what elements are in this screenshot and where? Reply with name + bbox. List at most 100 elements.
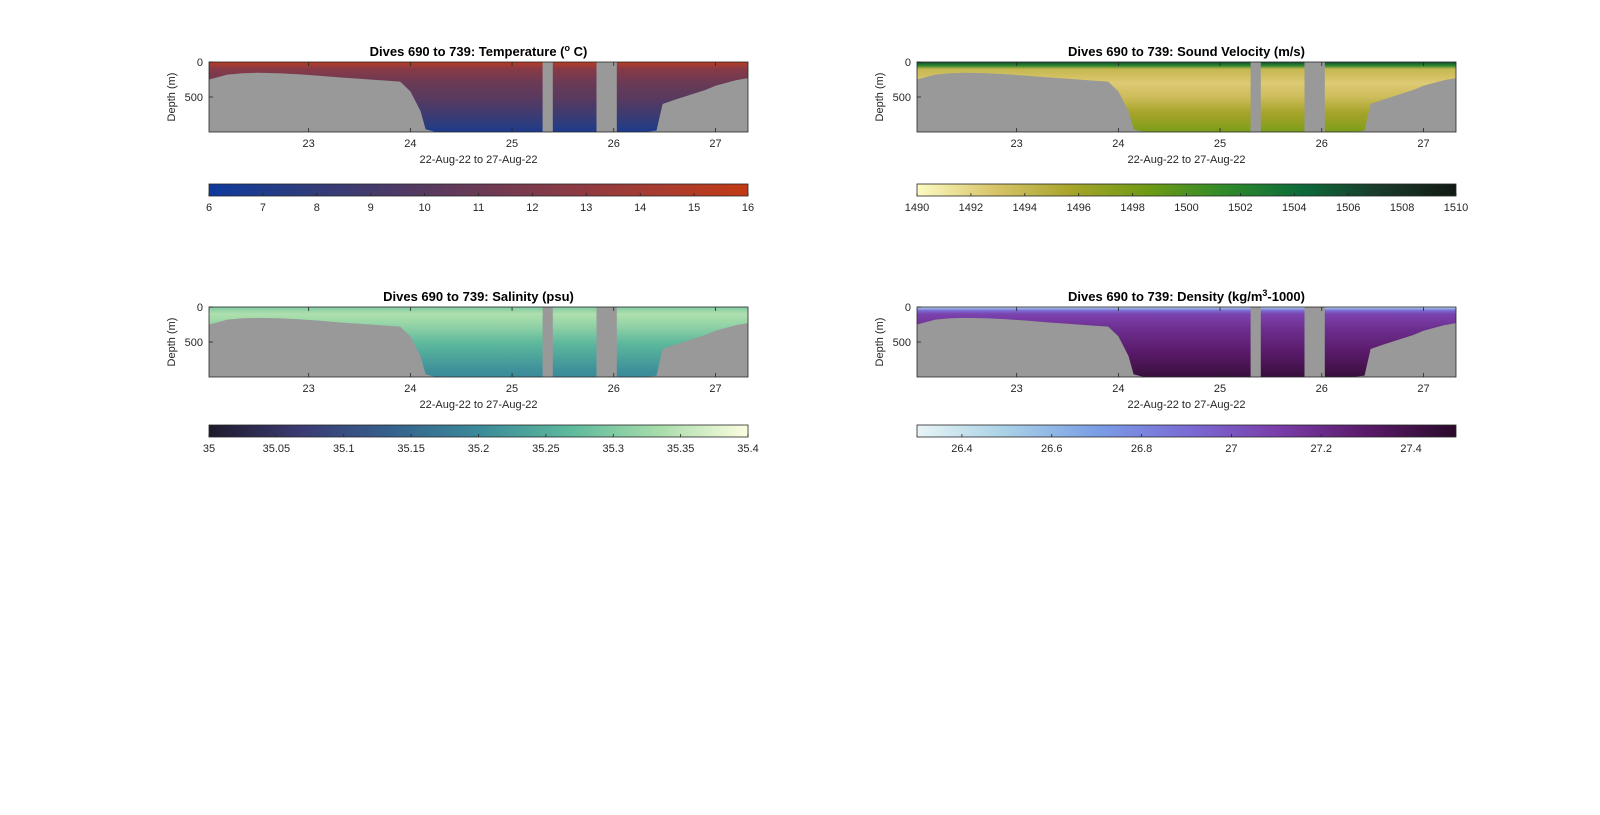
colorbar-tick-label: 1490 — [905, 202, 929, 214]
x-tick-label: 24 — [1112, 383, 1124, 395]
title-text: Dives 690 to 739: Sound Velocity (m/s) — [1068, 44, 1305, 59]
y-axis-label: Depth (m) — [874, 73, 886, 122]
data-gap-2 — [596, 307, 617, 377]
colorbar-tick-label: 35.25 — [532, 443, 560, 455]
y-tick-label: 500 — [185, 337, 203, 349]
colorbar — [916, 424, 1457, 438]
y-tick-label: 0 — [197, 302, 203, 314]
colorbar-tick-label: 35.15 — [397, 443, 425, 455]
y-tick-label: 0 — [197, 57, 203, 69]
title-text-suffix: C) — [570, 44, 587, 59]
panel-1: 23 24 25 26 27 0 500 Depth (m) 22-Aug-22 to 27-A… — [166, 43, 754, 214]
colorbar-tick-label: 26.6 — [1041, 443, 1062, 455]
y-tick-label: 0 — [905, 57, 911, 69]
colorbar-tick-label: 1494 — [1013, 202, 1037, 214]
panel-title: Dives 690 to 739: Density (kg/m3-1000) — [1068, 288, 1305, 304]
x-tick-label: 27 — [1417, 383, 1429, 395]
seafloor-mask — [209, 72, 748, 132]
y-tick-label: 0 — [905, 302, 911, 314]
colorbar-tick-label: 9 — [368, 202, 374, 214]
seafloor-mask — [917, 317, 1456, 377]
x-tick-label: 23 — [303, 383, 315, 395]
colorbar-tick-label: 1496 — [1066, 202, 1090, 214]
panel-title: Dives 690 to 739: Sound Velocity (m/s) — [1068, 44, 1305, 59]
x-tick-label: 25 — [506, 138, 518, 150]
title-text: Dives 690 to 739: Salinity (psu) — [383, 289, 574, 304]
x-tick-label: 26 — [608, 138, 620, 150]
y-axis-label: Depth (m) — [166, 318, 178, 367]
x-tick-label: 24 — [1112, 138, 1124, 150]
colorbar-tick-label: 16 — [742, 202, 754, 214]
colorbar-tick-label: 27.4 — [1400, 443, 1421, 455]
x-tick-label: 24 — [404, 138, 416, 150]
colorbar-tick-label: 1504 — [1282, 202, 1306, 214]
colorbar-tick-label: 15 — [688, 202, 700, 214]
x-tick-label: 25 — [1214, 138, 1226, 150]
panel-4: 23 24 25 26 27 0 500 Depth (m) 22-Aug-22 to 27-A… — [874, 288, 1457, 455]
data-gap-1 — [542, 307, 553, 377]
y-tick-label: 500 — [893, 337, 911, 349]
colorbar-tick-label: 12 — [526, 202, 538, 214]
x-tick-label: 25 — [1214, 383, 1226, 395]
colorbar-tick-label: 1506 — [1336, 202, 1360, 214]
y-axis-label: Depth (m) — [166, 73, 178, 122]
panel-3: 23 24 25 26 27 0 500 Depth (m) 22-Aug-22 to 27-A… — [166, 289, 759, 455]
data-gap-2 — [1304, 307, 1325, 377]
colorbar-tick-label: 35.35 — [667, 443, 695, 455]
colorbar-tick-label: 35.2 — [468, 443, 489, 455]
seafloor-mask — [209, 317, 748, 377]
panel-2: 23 24 25 26 27 0 500 Depth (m) 22-Aug-22 to 27-A… — [874, 44, 1468, 214]
colorbar-tick-label: 1508 — [1390, 202, 1414, 214]
colorbar-tick-label: 8 — [314, 202, 320, 214]
x-tick-label: 25 — [506, 383, 518, 395]
title-superscript: 3 — [1262, 288, 1267, 298]
title-text: Dives 690 to 739: Density (kg/m — [1068, 289, 1262, 304]
colorbar-tick-label: 35.05 — [263, 443, 291, 455]
colorbar-tick-label: 13 — [580, 202, 592, 214]
colorbar-tick-label: 1502 — [1228, 202, 1252, 214]
x-tick-label: 27 — [709, 383, 721, 395]
colorbar-tick-label: 1510 — [1444, 202, 1468, 214]
x-tick-label: 27 — [709, 138, 721, 150]
x-axis-label: 22-Aug-22 to 27-Aug-22 — [419, 154, 537, 166]
x-tick-label: 23 — [1011, 138, 1023, 150]
x-tick-label: 27 — [1417, 138, 1429, 150]
x-tick-label: 26 — [1316, 138, 1328, 150]
y-tick-label: 500 — [185, 92, 203, 104]
colorbar-tick-label: 26.4 — [951, 443, 972, 455]
colorbar-tick-label: 11 — [473, 202, 484, 214]
colorbar-tick-label: 1492 — [959, 202, 983, 214]
colorbar-tick-label: 1500 — [1174, 202, 1198, 214]
y-axis-label: Depth (m) — [874, 318, 886, 367]
colorbar-tick-label: 35.1 — [333, 443, 354, 455]
title-text: Dives 690 to 739: Temperature ( — [370, 44, 566, 59]
x-tick-label: 23 — [1011, 383, 1023, 395]
panel-title: Dives 690 to 739: Temperature (o C) — [370, 43, 588, 59]
colorbar-tick-label: 27 — [1225, 443, 1237, 455]
title-superscript: o — [565, 43, 571, 53]
colorbar-tick-label: 1498 — [1120, 202, 1144, 214]
data-gap-1 — [542, 62, 553, 132]
colorbar-tick-label: 26.8 — [1131, 443, 1152, 455]
title-text-suffix: -1000) — [1267, 289, 1305, 304]
colorbar-tick-label: 27.2 — [1311, 443, 1332, 455]
x-tick-label: 23 — [303, 138, 315, 150]
data-gap-1 — [1250, 307, 1261, 377]
y-tick-label: 500 — [893, 92, 911, 104]
panel-title: Dives 690 to 739: Salinity (psu) — [383, 289, 574, 304]
colorbar-tick-label: 6 — [206, 202, 212, 214]
colorbar-tick-label: 35.3 — [603, 443, 624, 455]
x-tick-label: 26 — [608, 383, 620, 395]
data-gap-2 — [1304, 62, 1325, 132]
colorbar-tick-label: 7 — [260, 202, 266, 214]
x-tick-label: 24 — [404, 383, 416, 395]
x-axis-label: 22-Aug-22 to 27-Aug-22 — [419, 399, 537, 411]
seafloor-mask — [917, 72, 1456, 132]
colorbar-tick-label: 10 — [418, 202, 430, 214]
colorbar-tick-label: 35 — [203, 443, 215, 455]
colorbar-tick-label: 35.4 — [737, 443, 758, 455]
x-axis-label: 22-Aug-22 to 27-Aug-22 — [1127, 154, 1245, 166]
x-tick-label: 26 — [1316, 383, 1328, 395]
